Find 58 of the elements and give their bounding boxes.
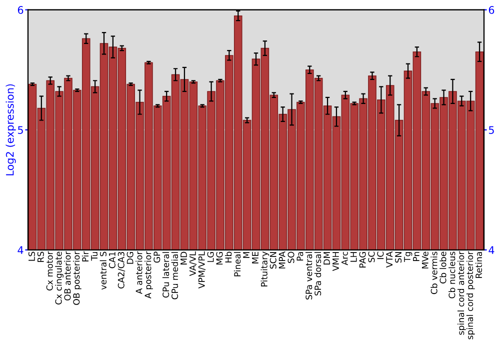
x-tick-label: LH [350,252,357,262]
x-tick-label: spinal cord posterior [466,251,475,340]
x-tick-label: SC [368,252,375,262]
x-tick-label: Pir [82,251,88,262]
x-tick-label: Hb [225,252,232,262]
x-tick-label: A posterior [144,251,153,298]
x-tick-label: CA2/CA3 [118,252,126,288]
x-tick-label: Arc [342,252,348,266]
x-tick-label: Cx motor [46,251,53,290]
x-tick-label: LS [28,252,35,261]
x-tick-label: OB anterior [64,251,71,300]
x-tick-label: A anterior [136,251,142,294]
x-tick-label: PAG [359,252,366,268]
x-tick-label: SCN [270,252,276,269]
x-tick-label: Pa [296,252,304,261]
y2-tick-label: 5 [488,126,494,134]
x-tick-label: Pineal [234,252,241,276]
y-tick-label: 4 [18,246,24,254]
x-tick-label: SO [288,252,294,263]
x-tick-label: Pituitary [260,252,270,286]
x-tick-label: Tu [91,252,98,261]
x-tick-label: OB posterior [73,251,82,305]
x-tick-label: ME [252,252,258,264]
x-tick-label: spinal cord anterior [457,251,466,335]
x-tick-label: IC [377,252,384,259]
x-tick-label: SPa ventral [305,252,312,300]
x-tick-label: Cx cingulate [55,252,64,305]
y-tick-label: 5 [18,126,23,134]
x-tick-label: MD [180,252,187,265]
x-tick-label: M [243,252,250,258]
x-tick-label: SPa dorsal [314,252,322,296]
y-axis-title: Log2 (expression) [6,84,16,176]
x-tick-label: ventral S [100,252,106,290]
x-tick-label: VA/VL [190,251,197,276]
x-tick-label: CPu lateral [162,252,170,298]
x-tick-label: RS [37,252,44,262]
x-tick-label: CA1 [108,252,116,268]
x-tick-label: MG [216,252,223,265]
x-tick-label: DM [324,252,330,265]
x-tick-label: Cb lobe [440,252,446,284]
x-tick-label: VMH [332,252,339,272]
y-tick-label: 6 [18,6,24,14]
x-tick-label: LG [207,252,214,262]
x-tick-label: CPu medial [171,252,178,300]
x-tick-label: Pn [413,252,420,261]
x-tick-label: MPA [278,251,286,268]
x-tick-label: Cb nucleus [448,252,456,298]
x-tick-label: DG [126,252,134,264]
x-tick-label: Cb vermis [430,252,438,294]
y2-tick-label: 4 [488,246,494,254]
x-tick-label: VTA [386,251,392,268]
x-tick-label: SN [395,252,402,263]
x-tick-label: Tg [404,252,412,262]
x-tick-label: MVe [422,252,428,268]
x-tick-label: VPM/VPL [198,251,206,289]
x-tick-label: Retina [475,252,482,278]
y2-tick-label: 6 [488,6,494,14]
x-tick-label: GP [154,252,160,263]
